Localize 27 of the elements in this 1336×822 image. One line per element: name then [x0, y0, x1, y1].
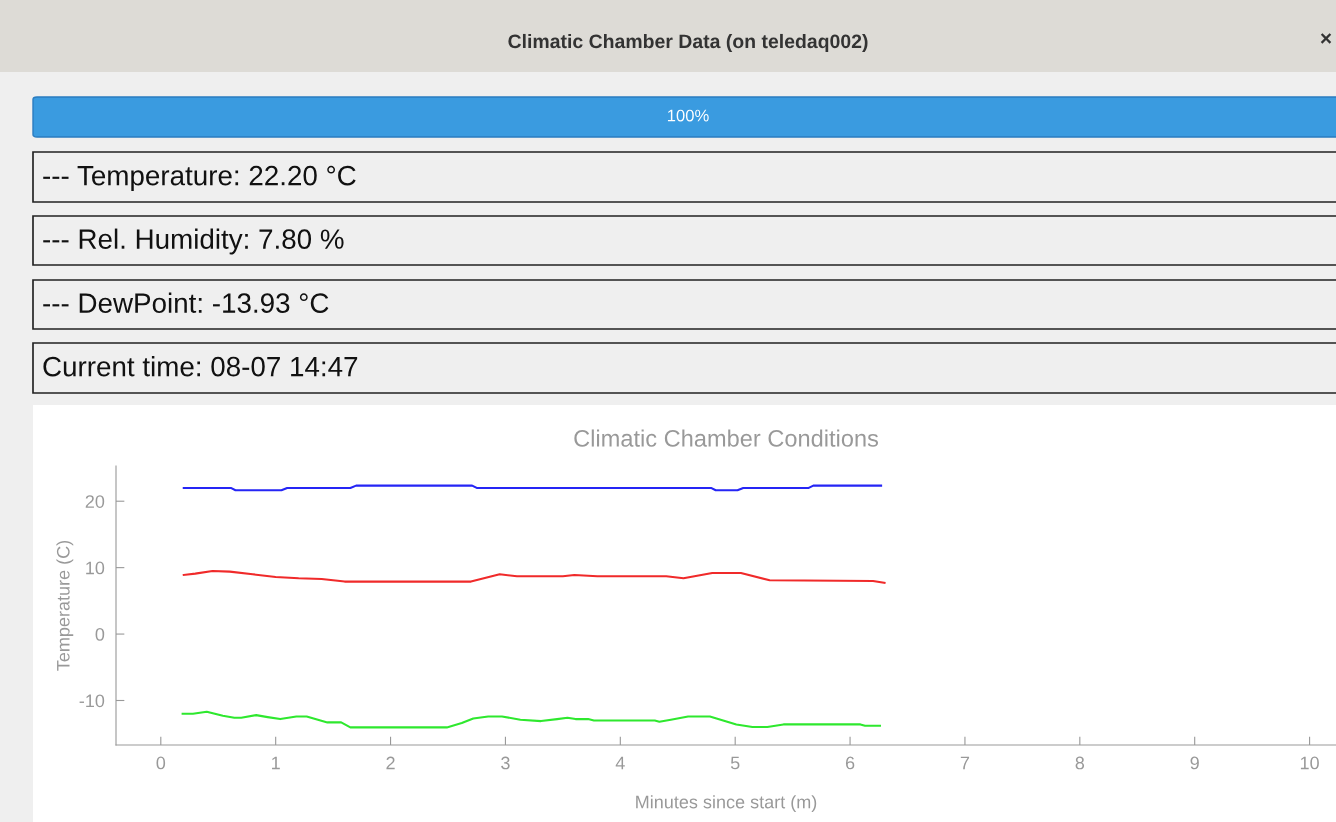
x-tick-label: 4 — [615, 756, 625, 770]
x-tick-label: 3 — [501, 756, 510, 770]
x-tick-label: 10 — [1300, 756, 1319, 770]
y-tick-label: 10 — [86, 561, 105, 575]
text: Current time: 08-07 14:47 — [43, 356, 358, 377]
x-tick-label: 0 — [156, 756, 166, 770]
text: Climatic Chamber Data (on teledaq002) — [508, 33, 868, 53]
x-tick-label: 6 — [845, 756, 855, 770]
text: × — [1320, 33, 1332, 44]
text: --- Temperature: 22.20 °C — [43, 165, 356, 191]
text: --- DewPoint: -13.93 °C — [43, 292, 329, 313]
x-tick-label: 1 — [272, 756, 280, 770]
x-tick-label: 2 — [386, 756, 395, 770]
text: 100% — [667, 109, 709, 122]
chart-title: Climatic Chamber Conditions — [574, 429, 879, 447]
x-tick-label: 8 — [1075, 756, 1085, 770]
x-tick-label: 5 — [730, 756, 740, 770]
line-series — [182, 569, 886, 584]
y-tick-label: -10 — [79, 694, 105, 708]
x-axis-title: Minutes since start (m) — [636, 795, 817, 812]
x-tick-label: 7 — [960, 756, 970, 770]
x-tick-label: 9 — [1190, 756, 1199, 770]
y-axis-title: Temperature (C) — [56, 540, 74, 671]
y-tick-label: 20 — [85, 495, 105, 508]
y-tick-label: 0 — [95, 628, 105, 641]
line-series — [181, 710, 881, 729]
text: --- Rel. Humidity: 7.80 % — [43, 228, 344, 255]
